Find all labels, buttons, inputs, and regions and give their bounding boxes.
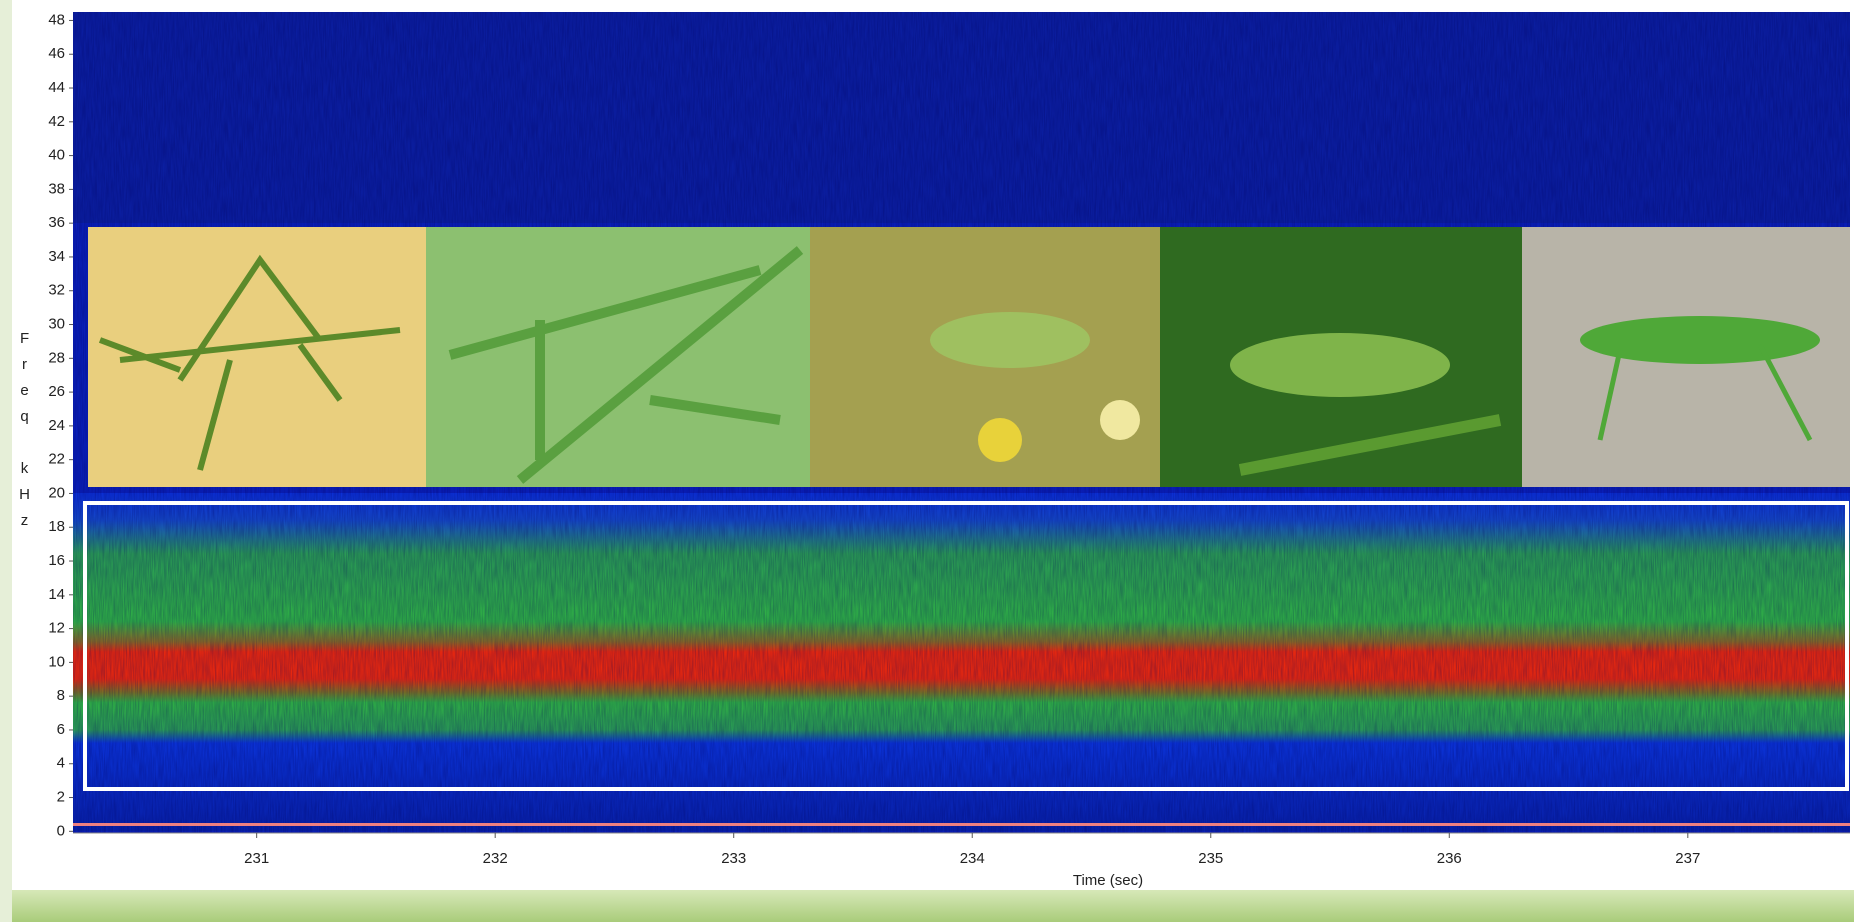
y-tick-label: 14	[48, 586, 65, 603]
y-tick-label: 44	[48, 79, 65, 96]
y-tick-label: 10	[48, 653, 65, 670]
y-tick-label: 42	[48, 113, 65, 130]
y-tick-label: 26	[48, 383, 65, 400]
y-tick-label: 48	[48, 11, 65, 28]
x-tick-label: 231	[244, 850, 269, 867]
x-tick-label: 232	[483, 850, 508, 867]
y-tick-label: 20	[48, 484, 65, 501]
y-tick-label: 12	[48, 620, 65, 637]
y-axis-label: Freq kHz	[16, 330, 33, 538]
y-tick-label: 36	[48, 214, 65, 231]
y-tick-label: 46	[48, 45, 65, 62]
y-tick-label: 38	[48, 180, 65, 197]
insect-photos	[88, 227, 1850, 487]
y-tick-label: 2	[57, 788, 65, 805]
y-tick-label: 32	[48, 282, 65, 299]
y-tick-label: 6	[57, 721, 65, 738]
y-tick-label: 28	[48, 349, 65, 366]
x-tick-label: 237	[1675, 850, 1700, 867]
y-tick-label: 8	[57, 687, 65, 704]
y-tick-label: 40	[48, 147, 65, 164]
y-tick-label: 16	[48, 552, 65, 569]
x-tick-label: 233	[721, 850, 746, 867]
y-tick-label: 34	[48, 248, 65, 265]
x-axis-label: Time (sec)	[1073, 872, 1143, 889]
y-tick-label: 30	[48, 315, 65, 332]
y-tick-label: 0	[57, 822, 65, 839]
y-tick-label: 22	[48, 451, 65, 468]
x-tick-label: 234	[960, 850, 985, 867]
y-tick-label: 4	[57, 755, 65, 772]
y-tick-label: 24	[48, 417, 65, 434]
y-tick-label: 18	[48, 518, 65, 535]
x-tick-label: 236	[1437, 850, 1462, 867]
x-tick-label: 235	[1198, 850, 1223, 867]
